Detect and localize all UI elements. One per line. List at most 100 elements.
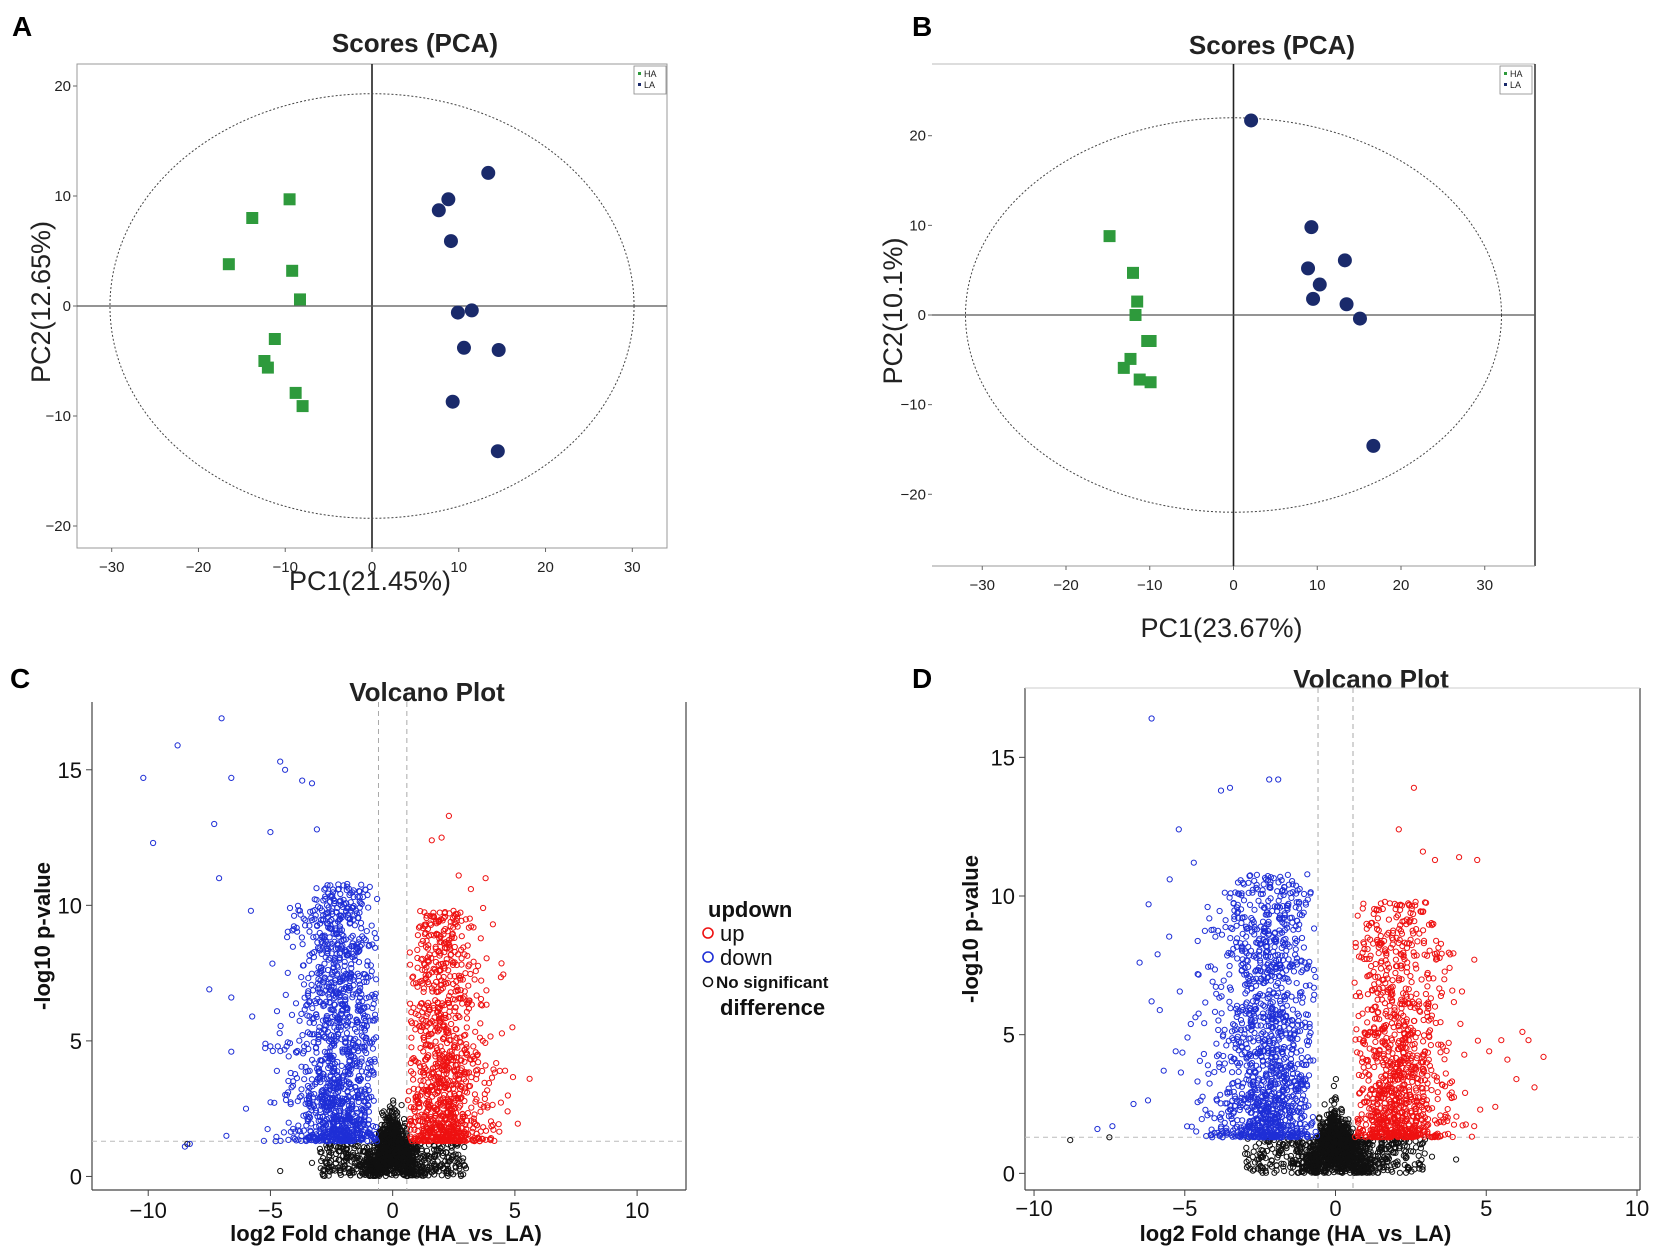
confidence-ellipse: [109, 93, 635, 519]
volcano-point-down: [206, 986, 213, 993]
volcano-point-up: [445, 812, 452, 820]
volcano-point-up: [504, 1108, 511, 1115]
data-point-ha: [1103, 230, 1116, 243]
x-axis-label: PC1(21.45%): [289, 566, 451, 596]
volcano-point-ns: [413, 1164, 421, 1172]
volcano-point-ns: [356, 1155, 363, 1162]
volcano-point-down: [299, 941, 306, 948]
data-point-la: [1312, 277, 1327, 292]
y-tick-label: −20: [901, 486, 926, 503]
volcano-point-down: [228, 774, 235, 782]
volcano-point-up: [432, 1038, 439, 1045]
confidence-ellipse: [965, 117, 1502, 513]
x-tick-label: −10: [1137, 577, 1162, 594]
volcano-point-up: [514, 1120, 521, 1127]
volcano-point-ns: [323, 1163, 330, 1170]
y-tick-label: 15: [991, 745, 1015, 770]
volcano-point-ns: [431, 1153, 438, 1161]
y-axis-label: PC2(10.1%): [878, 237, 908, 384]
volcano-point-ns: [428, 1160, 435, 1167]
volcano-point-down: [277, 1022, 284, 1030]
volcano-point-up: [497, 1099, 504, 1106]
volcano-point-down: [269, 1047, 276, 1055]
data-point-la: [464, 303, 479, 318]
volcano-point-ns: [377, 1147, 384, 1155]
volcano-point-ns: [364, 1161, 371, 1168]
volcano-point-ns: [375, 1155, 382, 1163]
volcano-point-down: [349, 994, 356, 1001]
volcano-point-down: [274, 1043, 281, 1050]
volcano-point-ns: [360, 1148, 367, 1155]
x-tick-label: 10: [625, 1198, 649, 1223]
volcano-point-ns: [390, 1097, 397, 1104]
volcano-point-down: [358, 925, 365, 932]
volcano-point-down: [343, 1030, 350, 1037]
volcano-point-down: [276, 1030, 283, 1037]
volcano-point-up: [448, 1020, 455, 1028]
volcano-point-up: [502, 1067, 509, 1074]
y-tick-label: 0: [918, 307, 926, 324]
x-tick-label: 5: [1480, 1196, 1492, 1221]
volcano-point-ns: [364, 1153, 371, 1160]
volcano-point-up: [491, 1069, 498, 1076]
volcano-point-ns: [1421, 1150, 1428, 1157]
legend-marker-la: [638, 83, 641, 86]
volcano-point-ns: [446, 1158, 453, 1165]
volcano-point-ns: [389, 1147, 396, 1154]
volcano-point-down: [299, 777, 306, 784]
volcano-point-down: [247, 907, 254, 914]
volcano-point-down: [358, 1055, 365, 1062]
volcano-point-ns: [400, 1116, 408, 1123]
volcano-point-down: [300, 915, 307, 922]
volcano-point-down: [364, 1075, 371, 1082]
volcano-point-up: [498, 1030, 505, 1037]
volcano-point-down: [296, 1017, 303, 1024]
volcano-point-ns: [393, 1163, 400, 1170]
volcano-point-ns: [320, 1155, 327, 1162]
volcano-point-ns: [423, 1147, 431, 1154]
volcano-point-down: [228, 1048, 235, 1055]
volcano-point-ns: [375, 1159, 383, 1167]
volcano-point-ns: [388, 1141, 395, 1148]
volcano-point-down: [267, 829, 274, 836]
y-tick-label: 20: [909, 128, 926, 145]
volcano-point-ns: [387, 1156, 394, 1163]
volcano-point-down: [284, 969, 291, 977]
volcano-point-ns: [414, 1167, 421, 1174]
data-point-ha: [283, 193, 296, 206]
volcano-point-down: [267, 1099, 274, 1106]
volcano-point-ns: [308, 1159, 316, 1167]
x-tick-label: −20: [1053, 577, 1078, 594]
volcano-point-ns: [437, 1148, 444, 1155]
volcano-point-up: [504, 1092, 511, 1099]
volcano-point-ns: [421, 1152, 428, 1159]
volcano-point-down: [368, 922, 375, 929]
volcano-point-ns: [390, 1100, 397, 1107]
volcano-point-ns: [344, 1153, 351, 1160]
volcano-point-down: [326, 934, 333, 941]
volcano-point-down: [308, 981, 315, 989]
x-tick-label: 10: [1625, 1196, 1649, 1221]
volcano-point-ns: [462, 1165, 470, 1172]
volcano-point-up: [436, 909, 443, 916]
panel-letter-d: D: [912, 663, 932, 694]
volcano-point-up: [477, 1020, 484, 1027]
volcano-point-ns: [353, 1166, 360, 1173]
volcano-point-ns: [377, 1141, 384, 1148]
volcano-point-down: [302, 1068, 309, 1075]
volcano-point-up: [463, 1024, 470, 1031]
volcano-point-ns: [416, 1160, 424, 1168]
volcano-point-ns: [402, 1162, 409, 1169]
y-tick-label: 10: [58, 893, 82, 918]
volcano-point-up: [455, 872, 462, 879]
pca-chart-a: Scores (PCA)−30 −20 −10 0 10 20 30−20−1001020P…: [26, 28, 668, 596]
data-point-la: [1306, 291, 1321, 306]
volcano-point-ns: [367, 1153, 374, 1160]
volcano-point-down: [337, 897, 344, 904]
volcano-point-ns: [336, 1156, 343, 1163]
volcano-point-ns: [351, 1145, 358, 1152]
data-point-la: [1366, 438, 1381, 453]
volcano-point-ns: [388, 1167, 395, 1174]
chart-title: Volcano Plot: [349, 677, 505, 707]
data-point-la: [481, 165, 496, 180]
